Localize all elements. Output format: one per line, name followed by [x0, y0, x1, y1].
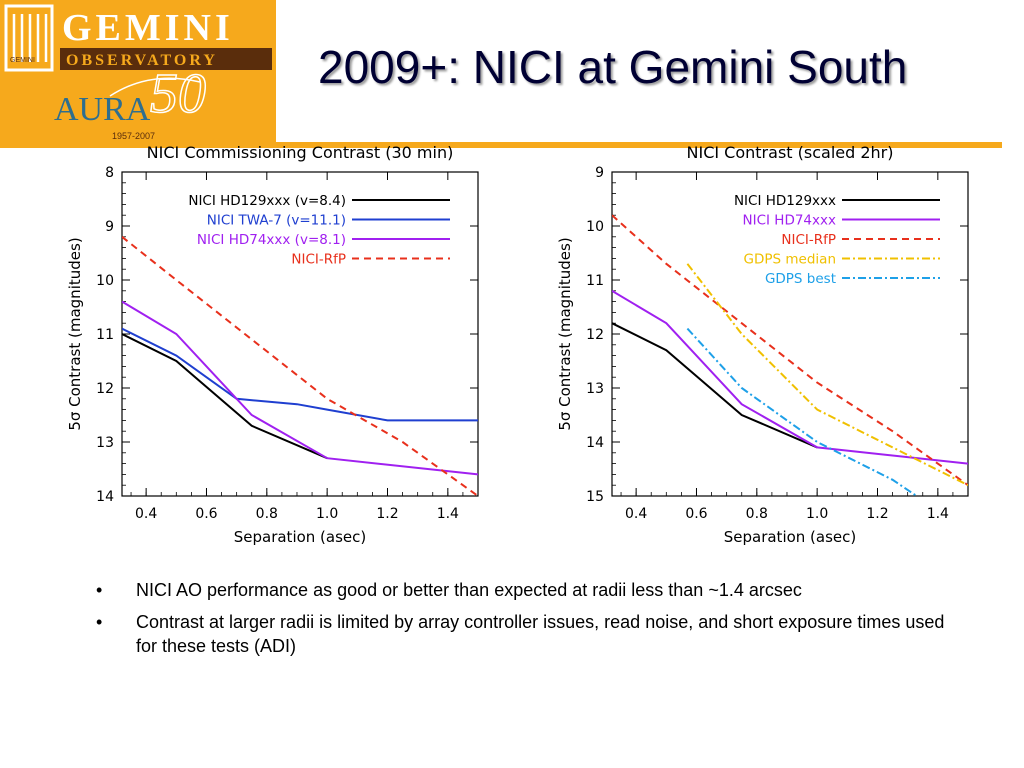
y-tick-label: 11 [96, 327, 114, 343]
series-line-1 [122, 327, 478, 422]
series-line-2 [612, 214, 968, 487]
gemini-emblem-icon [4, 4, 54, 72]
bullet-item: • NICI AO performance as good or better … [96, 578, 956, 602]
x-tick-label: 0.8 [746, 506, 768, 522]
aura-word: AURA [54, 91, 151, 128]
x-tick-label: 0.6 [195, 506, 217, 522]
chart-svg: NICI Contrast (scaled 2hr) 0.4 0.6 0.8 1.0 1.… [556, 143, 969, 546]
y-axis-label: 5σ Contrast (magnitudes) [556, 237, 574, 430]
series-line-0 [612, 322, 818, 449]
gemini-aura-logo: GEMINI GEMINI OBSERVATORY AURA 50 1957-2… [0, 0, 276, 148]
y-tick-label: 11 [586, 273, 604, 289]
commissioning-contrast-chart: NICI Commissioning Contrast (30 min) 0.4 0… [50, 136, 490, 556]
x-tick-label: 1.4 [927, 506, 949, 522]
x-tick-label: 1.0 [806, 506, 828, 522]
legend-label: GDPS best [765, 271, 836, 287]
y-tick-label: 14 [586, 435, 604, 451]
legend-label: NICI TWA-7 (v=11.1) [207, 213, 346, 229]
legend-label: NICI-RfP [781, 232, 836, 248]
chart-title: NICI Contrast (scaled 2hr) [687, 143, 894, 162]
x-tick-label: 0.4 [625, 506, 647, 522]
x-tick-label: 1.4 [437, 506, 459, 522]
y-tick-label: 13 [586, 381, 604, 397]
y-tick-label: 12 [96, 381, 114, 397]
series-line-2 [122, 300, 478, 476]
logo-graphic: GEMINI GEMINI OBSERVATORY AURA 50 1957-2… [0, 0, 276, 148]
legend-label: NICI HD74xxx (v=8.1) [197, 232, 346, 248]
title-rule [0, 142, 1002, 148]
y-tick-label: 8 [105, 165, 114, 181]
bullet-text: Contrast at larger radii is limited by a… [136, 612, 945, 656]
legend-label: NICI HD129xxx (v=8.4) [188, 193, 346, 209]
series-line-0 [122, 333, 328, 460]
years-text: 1957-2007 [112, 131, 155, 141]
y-tick-label: 10 [586, 219, 604, 235]
y-tick-label: 9 [105, 219, 114, 235]
y-tick-label: 10 [96, 273, 114, 289]
y-axis-label: 5σ Contrast (magnitudes) [66, 237, 84, 430]
series-line-3 [686, 263, 968, 487]
observatory-word: OBSERVATORY [66, 52, 218, 69]
legend-label: NICI-RfP [291, 252, 346, 268]
gemini-small-text: GEMINI [10, 57, 35, 64]
y-tick-label: 12 [586, 327, 604, 343]
x-tick-label: 0.6 [685, 506, 707, 522]
x-tick-label: 1.0 [316, 506, 338, 522]
series-line-3 [122, 236, 478, 496]
bullet-list: • NICI AO performance as good or better … [96, 578, 956, 666]
charts-area: NICI Commissioning Contrast (30 min) 0.4 0… [50, 136, 980, 556]
chart-title: NICI Commissioning Contrast (30 min) [147, 143, 454, 162]
title-rule-dash: – [982, 130, 995, 155]
bullet-item: • Contrast at larger radii is limited by… [96, 610, 956, 658]
y-tick-label: 14 [96, 489, 114, 505]
slide-title: 2009+: NICI at Gemini South [318, 41, 908, 93]
fifty-mark: 50 [150, 63, 206, 125]
gemini-word: GEMINI [62, 7, 234, 49]
x-tick-label: 0.8 [256, 506, 278, 522]
bullet-text: NICI AO performance as good or better th… [136, 580, 802, 600]
legend-label: GDPS median [744, 252, 836, 268]
legend-label: NICI HD129xxx [734, 193, 836, 209]
y-tick-label: 15 [586, 489, 604, 505]
scaled-contrast-chart: NICI Contrast (scaled 2hr) 0.4 0.6 0.8 1.0 1.… [540, 136, 980, 556]
y-tick-label: 13 [96, 435, 114, 451]
x-axis-label: Separation (asec) [724, 528, 857, 546]
series-line-1 [612, 289, 968, 465]
series-line-4 [686, 327, 918, 496]
x-axis-label: Separation (asec) [234, 528, 367, 546]
x-tick-label: 1.2 [376, 506, 398, 522]
legend-label: NICI HD74xxx [743, 213, 836, 229]
y-tick-label: 9 [595, 165, 604, 181]
x-tick-label: 0.4 [135, 506, 157, 522]
chart-svg: NICI Commissioning Contrast (30 min) 0.4 0… [66, 143, 479, 546]
bullet-marker: • [96, 580, 103, 600]
x-tick-label: 1.2 [866, 506, 888, 522]
bullet-marker: • [96, 612, 103, 632]
